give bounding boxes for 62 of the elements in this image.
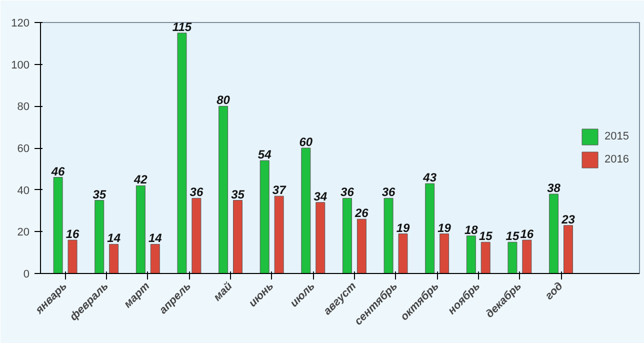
data-label: 15: [478, 229, 493, 244]
data-label: 19: [396, 220, 410, 235]
y-tick-label: 0: [23, 268, 30, 280]
bar: [274, 196, 284, 274]
bar: [564, 225, 573, 274]
data-label: 14: [148, 231, 162, 246]
bar: [398, 234, 408, 274]
data-label: 35: [231, 187, 245, 202]
bar: [192, 198, 202, 274]
bar: [218, 106, 228, 274]
data-label: 36: [382, 185, 396, 200]
y-tick-label: 80: [17, 101, 30, 114]
data-label: 14: [107, 231, 121, 246]
data-label: 16: [520, 227, 534, 242]
data-label: 46: [50, 164, 66, 178]
bar: [384, 198, 394, 274]
bar: [356, 218, 366, 274]
y-tick-label: 60: [17, 143, 30, 155]
legend-label: 2016: [604, 153, 629, 165]
data-label: 54: [258, 148, 272, 162]
data-label: 43: [422, 170, 437, 185]
data-label: 18: [464, 222, 478, 237]
bar: [233, 200, 242, 274]
bar: [466, 236, 476, 274]
y-tick-label: 100: [11, 59, 30, 72]
data-label: 42: [133, 172, 148, 187]
data-label: 16: [66, 227, 80, 242]
data-label: 19: [438, 220, 452, 235]
data-label: 36: [340, 185, 354, 200]
bar: [301, 148, 311, 274]
bar: [109, 244, 119, 274]
data-label: 80: [216, 93, 230, 108]
bar: [260, 160, 270, 274]
bar: [136, 185, 146, 274]
bar: [150, 244, 160, 274]
legend-label: 2015: [604, 130, 629, 142]
bar: [68, 240, 78, 274]
y-tick-label: 120: [11, 18, 30, 30]
data-label: 26: [354, 206, 369, 220]
data-label: 37: [272, 183, 288, 198]
data-label: 36: [190, 185, 204, 200]
bar: [177, 32, 187, 274]
x-tick-label: год: [543, 280, 566, 302]
data-label: 38: [547, 181, 561, 196]
y-tick-label: 20: [17, 226, 30, 239]
bar: [94, 200, 104, 274]
data-label: 60: [299, 135, 313, 149]
data-label: 115: [172, 20, 192, 34]
y-tick-label: 40: [17, 184, 30, 197]
data-label: 35: [92, 187, 106, 202]
bar: [425, 183, 435, 274]
data-label: 15: [506, 229, 520, 244]
bar: [53, 177, 63, 274]
bar: [549, 194, 559, 274]
bar: [316, 202, 326, 274]
data-label: 23: [560, 212, 576, 226]
bar: [440, 234, 450, 274]
data-label: 34: [314, 189, 328, 204]
bar: [342, 198, 352, 274]
bar: [480, 242, 490, 274]
bar: [522, 240, 532, 274]
bar: [508, 242, 518, 274]
